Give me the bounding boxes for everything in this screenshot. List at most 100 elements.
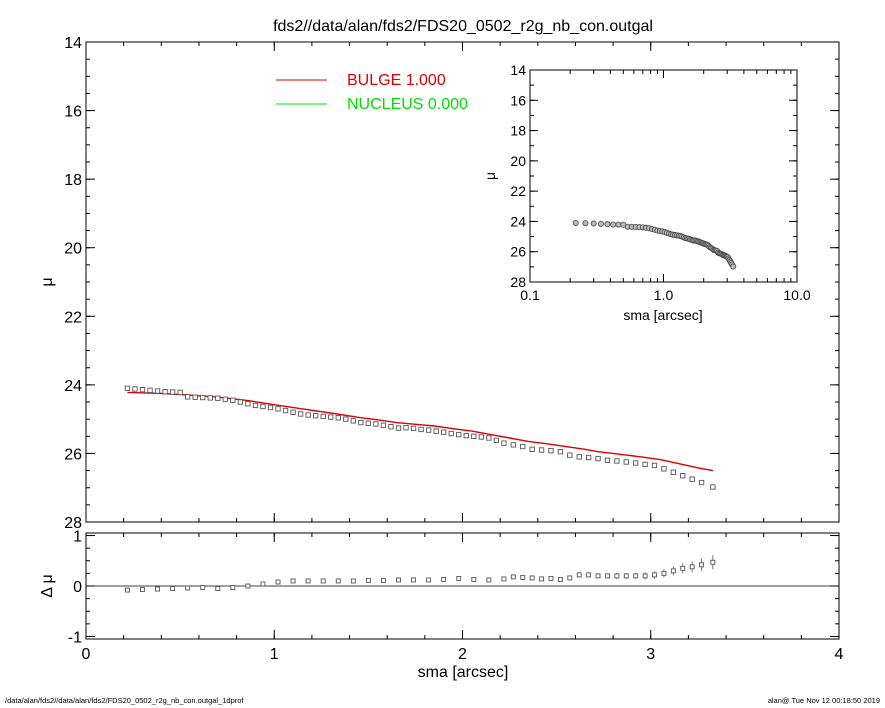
main-data-point bbox=[633, 460, 639, 466]
main-y-tick-label: 16 bbox=[64, 104, 82, 121]
main-data-point bbox=[380, 422, 387, 428]
main-data-point bbox=[689, 476, 695, 482]
residual-data-point bbox=[185, 585, 191, 591]
main-data-point bbox=[290, 409, 296, 415]
main-data-point bbox=[418, 426, 424, 433]
inset-y-tick-label: 26 bbox=[510, 244, 526, 260]
main-data-point bbox=[200, 394, 206, 401]
main-data-point bbox=[297, 411, 304, 417]
inset-data-point bbox=[590, 220, 597, 227]
residual-data-point bbox=[501, 576, 507, 582]
main-data-point bbox=[493, 437, 500, 444]
inset-y-axis-label: μ bbox=[482, 172, 498, 180]
main-data-point bbox=[350, 418, 356, 424]
inset-y-tick-label: 20 bbox=[510, 153, 526, 169]
residual-data-point bbox=[614, 573, 620, 579]
residual-x-tick-label: 2 bbox=[458, 646, 467, 663]
main-data-point bbox=[358, 419, 364, 426]
inset-data-point bbox=[730, 263, 737, 270]
main-data-point bbox=[154, 388, 161, 394]
main-data-point bbox=[463, 432, 469, 439]
residual-x-tick-label: 0 bbox=[82, 646, 91, 663]
residual-data-point bbox=[441, 576, 447, 582]
bulge-series bbox=[127, 391, 714, 472]
residual-data-point bbox=[548, 575, 554, 581]
main-data-point bbox=[614, 458, 620, 464]
main-axis-ticks: 14 16 18 20 22 24 26 28 bbox=[64, 35, 840, 532]
main-data-point bbox=[343, 416, 349, 422]
footer-file-path: /data/alan/fds2//data/alan/fds2/FDS20_05… bbox=[5, 696, 244, 705]
residual-y-tick-label: 1 bbox=[73, 529, 82, 546]
inset-data-point bbox=[604, 221, 611, 228]
residual-data-point bbox=[661, 570, 667, 576]
residual-data-point bbox=[230, 585, 236, 590]
main-data-point bbox=[395, 425, 402, 431]
residual-data-point bbox=[411, 577, 417, 583]
inset-y-tick-label: 14 bbox=[510, 62, 526, 78]
residual-data-point bbox=[642, 573, 648, 579]
main-data-point bbox=[670, 469, 676, 475]
main-data-point bbox=[222, 396, 228, 402]
main-data-point bbox=[538, 447, 545, 453]
main-data-point bbox=[698, 479, 705, 486]
main-y-tick-label: 22 bbox=[64, 309, 82, 326]
main-data-points bbox=[124, 385, 716, 490]
main-data-point bbox=[661, 466, 667, 472]
residual-data-point bbox=[510, 574, 516, 580]
main-data-point bbox=[185, 394, 191, 400]
main-data-point bbox=[328, 414, 334, 420]
inset-y-tick-label: 22 bbox=[510, 183, 526, 199]
residual-data-point bbox=[200, 585, 206, 590]
inset-plot-frame bbox=[529, 69, 798, 283]
main-data-point bbox=[548, 448, 554, 454]
inset-data-point bbox=[610, 221, 617, 228]
main-data-point bbox=[282, 407, 289, 414]
residual-data-point bbox=[380, 577, 386, 583]
main-data-point bbox=[595, 455, 601, 462]
main-data-point bbox=[267, 404, 274, 411]
main-data-point bbox=[388, 424, 394, 430]
inset-y-tick-label: 16 bbox=[510, 92, 526, 108]
residual-data-point bbox=[567, 575, 573, 581]
residual-data-point bbox=[710, 559, 716, 565]
inset-x-axis-label: sma [arcsec] bbox=[623, 307, 702, 323]
residual-data-point bbox=[320, 578, 326, 584]
main-data-point bbox=[529, 446, 535, 452]
main-data-point bbox=[230, 397, 236, 403]
main-data-point bbox=[576, 454, 582, 460]
residual-data-point bbox=[595, 573, 601, 579]
inset-x-tick-label: 0.1 bbox=[520, 287, 540, 303]
inset-axis-ticks: 0.1 1.0 10.0 14 16 18 20 22 24 26 28 bbox=[510, 62, 810, 303]
residual-data-point bbox=[215, 586, 221, 591]
main-data-point bbox=[313, 413, 319, 419]
main-data-point bbox=[139, 387, 146, 393]
inset-panel: 0.1 1.0 10.0 14 16 18 20 22 24 26 28 μ sma [arcsec… bbox=[482, 62, 811, 323]
residual-x-tick-label: 1 bbox=[270, 646, 279, 663]
main-data-point bbox=[147, 387, 153, 393]
main-data-point bbox=[680, 473, 686, 479]
residual-data-point bbox=[471, 576, 477, 582]
main-data-point bbox=[710, 484, 716, 490]
residual-data-point bbox=[605, 573, 610, 579]
residual-x-tick-label: 4 bbox=[835, 646, 844, 663]
main-data-point bbox=[557, 449, 564, 455]
residual-data-point bbox=[426, 577, 432, 583]
main-data-point bbox=[237, 399, 244, 405]
residual-data-point bbox=[576, 572, 582, 578]
main-data-point bbox=[642, 461, 648, 468]
residual-data-point bbox=[486, 577, 492, 583]
main-data-point bbox=[486, 435, 492, 441]
residual-y-tick-label: -1 bbox=[68, 629, 82, 646]
legend-label: NUCLEUS 0.000 bbox=[347, 96, 468, 113]
inset-x-tick-label: 1.0 bbox=[654, 287, 674, 303]
main-data-point bbox=[478, 434, 484, 440]
main-y-axis-label: μ bbox=[39, 277, 56, 286]
main-data-point bbox=[124, 385, 131, 391]
residual-data-point bbox=[699, 562, 705, 568]
residual-data-point bbox=[623, 573, 629, 579]
main-data-point bbox=[305, 412, 311, 418]
main-y-tick-label: 18 bbox=[64, 172, 82, 189]
inset-data-point bbox=[615, 221, 622, 228]
main-panel: 14 16 18 20 22 24 26 28 μ BULGE 1.000 NUCLEUS 0.… bbox=[39, 35, 840, 532]
main-data-point bbox=[245, 401, 251, 407]
